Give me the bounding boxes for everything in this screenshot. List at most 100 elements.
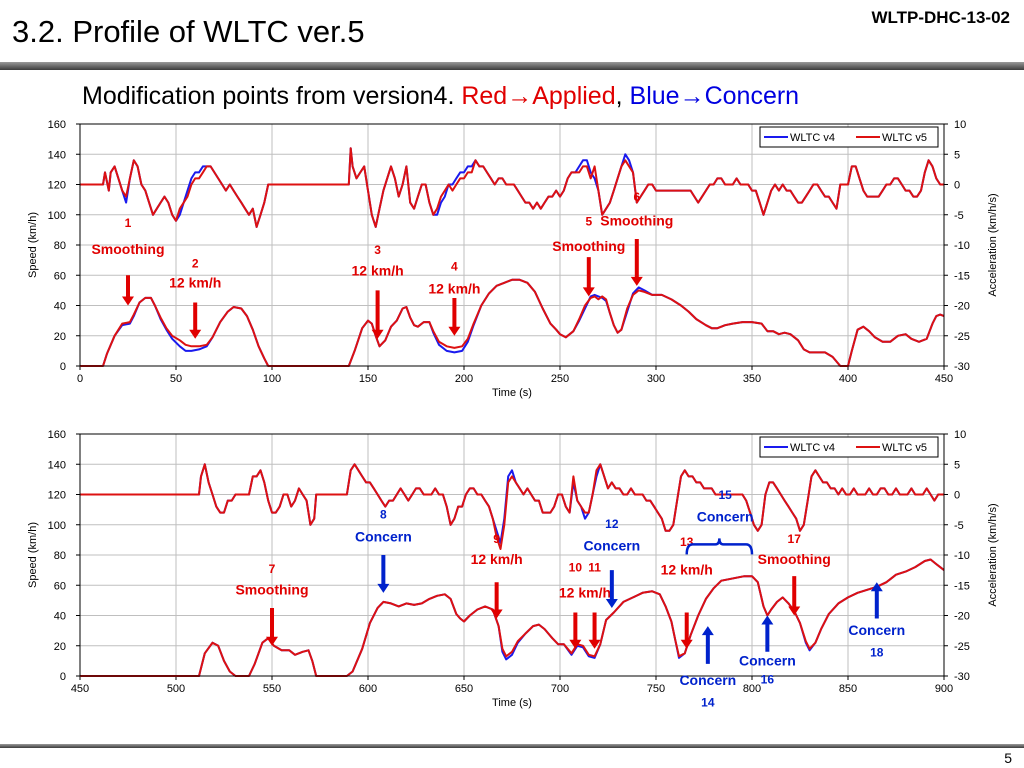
x-tick-label: 600 (359, 683, 377, 695)
x-tick-label: 250 (551, 373, 569, 385)
annotation-number: 4 (451, 260, 458, 274)
annotation-label: Concern (679, 672, 736, 688)
annotation-number: 15 (718, 488, 732, 502)
document-id: WLTP-DHC-13-02 (871, 8, 1010, 27)
annotation-number: 11 (588, 561, 601, 575)
legend-label-v4: WLTC v4 (790, 132, 835, 144)
annotation-arrow-11 (588, 612, 601, 649)
y-tick-label: 0 (60, 671, 66, 683)
y2-tick-label: -5 (954, 520, 964, 532)
x-tick-label: 450 (935, 373, 953, 385)
x-tick-label: 700 (551, 683, 569, 695)
y-tick-label: 40 (54, 611, 66, 623)
x-axis-label: Time (s) (492, 387, 532, 399)
subtitle: Modification points from version4. Red→A… (82, 82, 799, 111)
annotation-arrow-5 (582, 257, 595, 297)
annotation-number: 7 (269, 562, 276, 576)
annotation-arrow-18 (870, 582, 883, 619)
annotation-label: 12 km/h (471, 551, 523, 567)
x-tick-label: 750 (647, 683, 665, 695)
annotation-label: Smoothing (552, 238, 625, 254)
annotation-label: Concern (739, 652, 796, 668)
y-tick-label: 80 (54, 550, 66, 562)
annotation-arrow-12 (605, 570, 618, 608)
annotation-arrow-3 (371, 290, 384, 339)
series-line-speed-v5 (80, 558, 945, 677)
annotation-arrow-17 (788, 576, 801, 616)
y-axis-label: Speed (km/h) (27, 212, 39, 278)
arrow-icon: → (507, 82, 533, 110)
subtitle-blue-meaning: Concern (704, 82, 800, 110)
x-tick-label: 100 (263, 373, 281, 385)
series-line-speed-v5 (80, 278, 945, 367)
annotation-number: 5 (585, 214, 592, 228)
legend-label-v5: WLTC v5 (882, 132, 927, 144)
annotation-number: 9 (493, 532, 500, 546)
annotation-label: Concern (697, 509, 754, 525)
series-line-accel-v5 (80, 147, 944, 228)
annotation-number: 8 (380, 508, 387, 522)
annotation-arrow-16 (761, 615, 774, 652)
annotation-number: 16 (761, 673, 775, 687)
legend-box (759, 126, 939, 148)
subtitle-red-meaning: Applied (532, 82, 616, 110)
y2-axis-label: Acceleration (km/h/s) (987, 503, 999, 606)
x-tick-label: 150 (359, 373, 377, 385)
annotation-label: Concern (355, 528, 412, 544)
x-tick-label: 800 (743, 683, 761, 695)
x-tick-label: 400 (839, 373, 857, 385)
annotation-arrow-10 (569, 612, 582, 649)
y2-tick-label: -20 (954, 301, 970, 313)
x-tick-label: 850 (839, 683, 857, 695)
annotation-number: 3 (374, 243, 381, 257)
y-axis-label: Speed (km/h) (27, 522, 39, 588)
x-tick-label: 350 (743, 373, 761, 385)
y2-tick-label: 10 (954, 429, 966, 441)
annotation-number: 2 (192, 257, 199, 271)
y2-tick-label: 5 (954, 459, 960, 471)
subtitle-text: Modification points from version4. (82, 82, 462, 110)
y2-tick-label: -30 (954, 361, 970, 373)
y2-tick-label: -10 (954, 240, 970, 252)
y2-tick-label: -15 (954, 580, 970, 592)
annotation-number: 18 (870, 645, 884, 659)
slide-title: 3.2. Profile of WLTC ver.5 (12, 14, 365, 49)
annotation-number: 10 (569, 561, 583, 575)
legend-label-v4: WLTC v4 (790, 442, 835, 454)
annotation-arrow-8 (377, 555, 390, 593)
annotation-number: 1 (125, 216, 132, 230)
annotation-number: 6 (633, 190, 640, 204)
legend: WLTC v4 WLTC v5 (759, 436, 939, 458)
y-tick-label: 140 (48, 459, 66, 471)
x-axis-label: Time (s) (492, 697, 532, 709)
y-tick-label: 160 (48, 429, 66, 441)
y2-tick-label: -30 (954, 671, 970, 683)
y-tick-label: 140 (48, 149, 66, 161)
y2-tick-label: 0 (954, 180, 960, 192)
annotation-label: Smoothing (758, 551, 831, 567)
plot-border (79, 433, 945, 677)
x-tick-label: 500 (167, 683, 185, 695)
y-tick-label: 60 (54, 270, 66, 282)
x-tick-label: 450 (71, 683, 89, 695)
annotation-arrow-9 (490, 582, 503, 619)
annotation-label: Concern (848, 622, 905, 638)
y2-tick-label: -20 (954, 611, 970, 623)
y-tick-label: 20 (54, 641, 66, 653)
y-tick-label: 120 (48, 180, 66, 192)
y-tick-label: 120 (48, 490, 66, 502)
annotation-label: 12 km/h (428, 280, 480, 296)
annotation-label: Smoothing (235, 581, 308, 597)
annotation-number: 17 (788, 532, 802, 546)
annotation-label: 12 km/h (352, 262, 404, 278)
y2-tick-label: -10 (954, 550, 970, 562)
annotation-label: 12 km/h (169, 274, 221, 290)
legend-label-v5: WLTC v5 (882, 442, 927, 454)
y-tick-label: 100 (48, 210, 66, 222)
y-tick-label: 160 (48, 119, 66, 131)
x-tick-label: 650 (455, 683, 473, 695)
annotation-label: Concern (583, 537, 640, 553)
x-tick-label: 200 (455, 373, 473, 385)
annotation-arrow-4 (448, 297, 461, 336)
